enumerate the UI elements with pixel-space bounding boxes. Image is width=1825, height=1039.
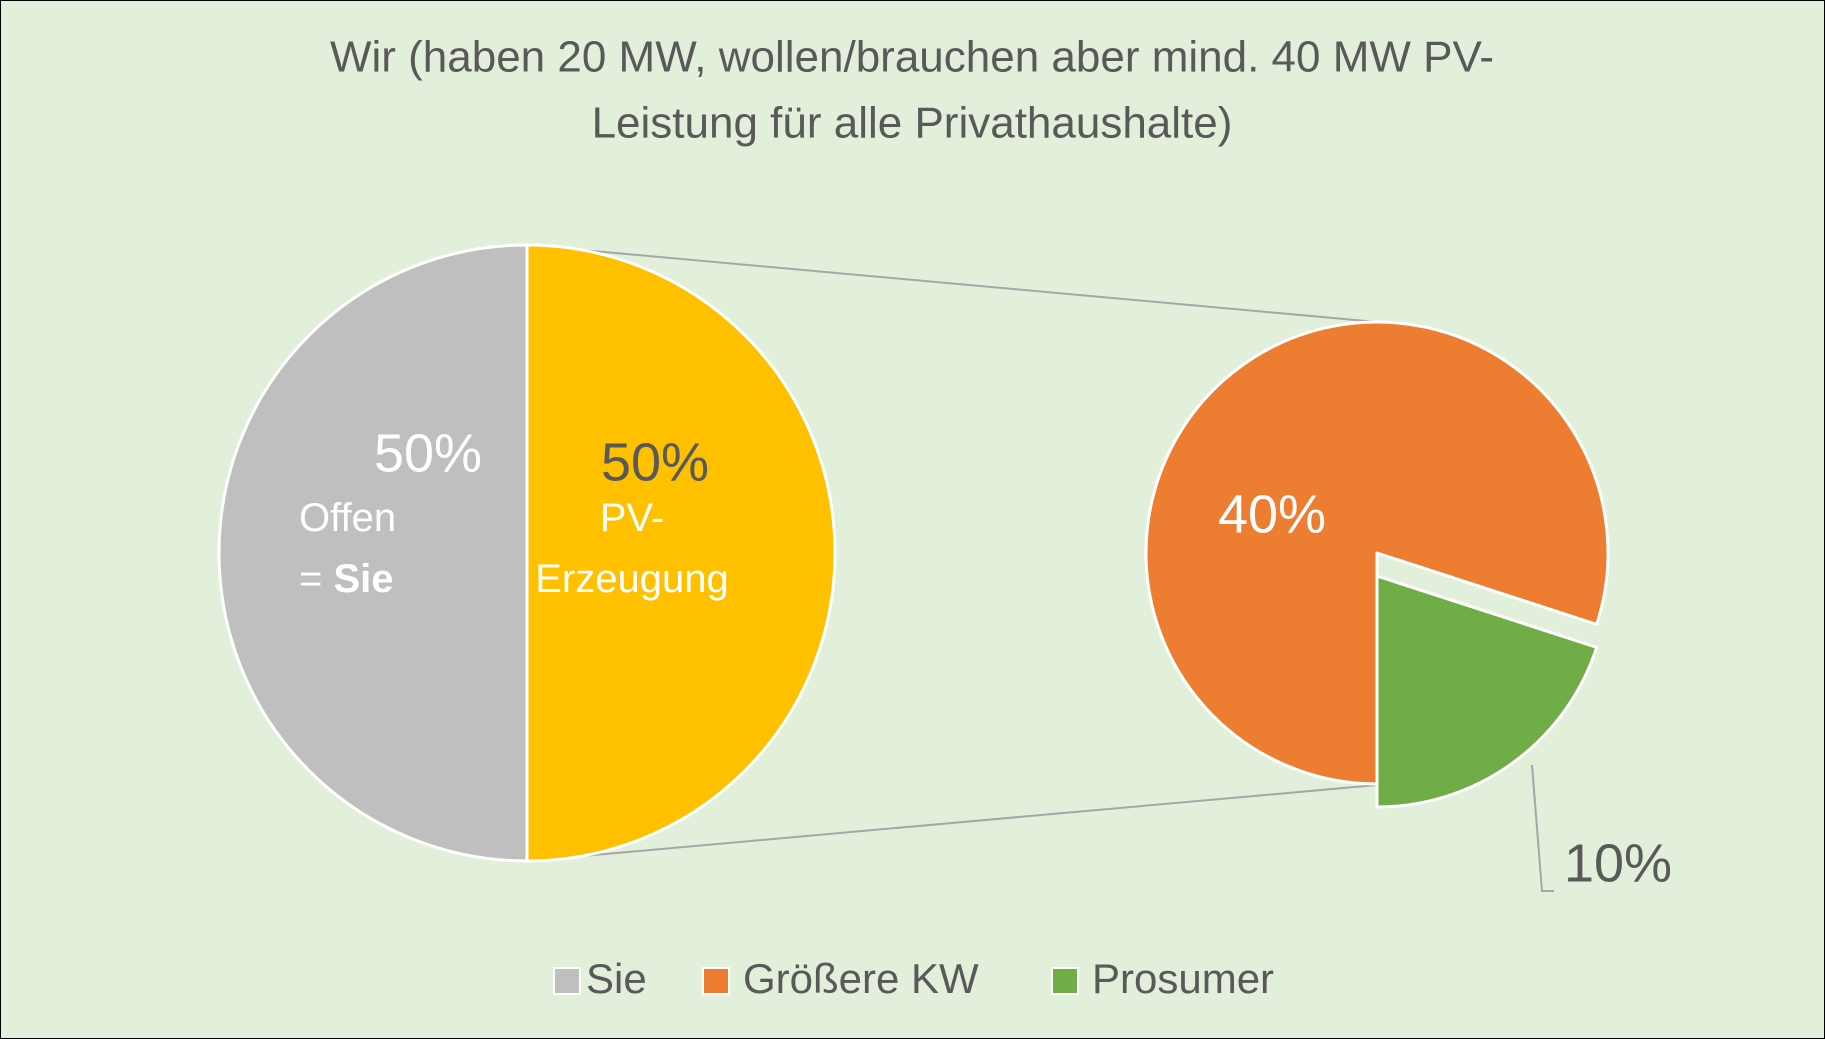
chart-title: Leistung für alle Privathaushalte) bbox=[592, 99, 1233, 148]
legend-label: Prosumer bbox=[1092, 955, 1274, 1002]
slice-note-run: = bbox=[299, 557, 333, 601]
slice-note-run: PV- bbox=[600, 496, 664, 540]
slice-note-run: Offen bbox=[299, 496, 396, 540]
data-label: 40% bbox=[1218, 484, 1326, 544]
legend-label: Größere KW bbox=[743, 955, 979, 1002]
connector-line bbox=[526, 784, 1378, 862]
chart-title: Wir (haben 20 MW, wollen/brauchen aber m… bbox=[330, 33, 1494, 82]
pie-slice bbox=[525, 243, 837, 863]
data-label: 10% bbox=[1564, 833, 1672, 893]
slice-note: Offen bbox=[299, 496, 396, 540]
leader-line bbox=[1531, 764, 1554, 892]
pie-slice bbox=[1144, 320, 1610, 786]
slice-note: PV- bbox=[600, 496, 664, 540]
slice-note: Erzeugung bbox=[535, 557, 728, 601]
legend-swatch bbox=[553, 967, 581, 995]
connector-line bbox=[526, 244, 1378, 323]
slice-note: = Sie bbox=[299, 557, 394, 601]
slice-note-run: Sie bbox=[333, 557, 393, 601]
slice-note-run: Erzeugung bbox=[535, 557, 728, 601]
legend-label: Sie bbox=[586, 955, 647, 1002]
pie-slice bbox=[217, 243, 529, 863]
data-label: 50% bbox=[374, 423, 482, 483]
pie-slice bbox=[1375, 574, 1599, 809]
legend-swatch bbox=[1051, 967, 1079, 995]
legend-swatch bbox=[702, 967, 730, 995]
data-label: 50% bbox=[601, 432, 709, 492]
